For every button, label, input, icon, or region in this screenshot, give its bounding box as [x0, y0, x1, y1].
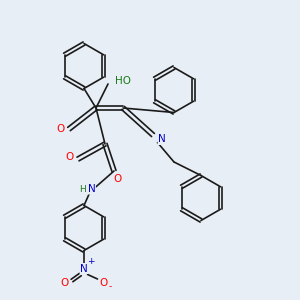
Text: O: O	[65, 152, 74, 163]
Text: N: N	[80, 263, 88, 274]
Text: O: O	[56, 124, 65, 134]
Text: O: O	[99, 278, 108, 289]
Text: O: O	[60, 278, 69, 289]
Text: +: +	[87, 257, 94, 266]
Text: O: O	[113, 174, 121, 184]
Text: H: H	[79, 184, 86, 194]
Text: N: N	[158, 134, 166, 145]
Text: N: N	[88, 184, 95, 194]
Text: HO: HO	[115, 76, 131, 86]
Text: -: -	[109, 283, 112, 292]
